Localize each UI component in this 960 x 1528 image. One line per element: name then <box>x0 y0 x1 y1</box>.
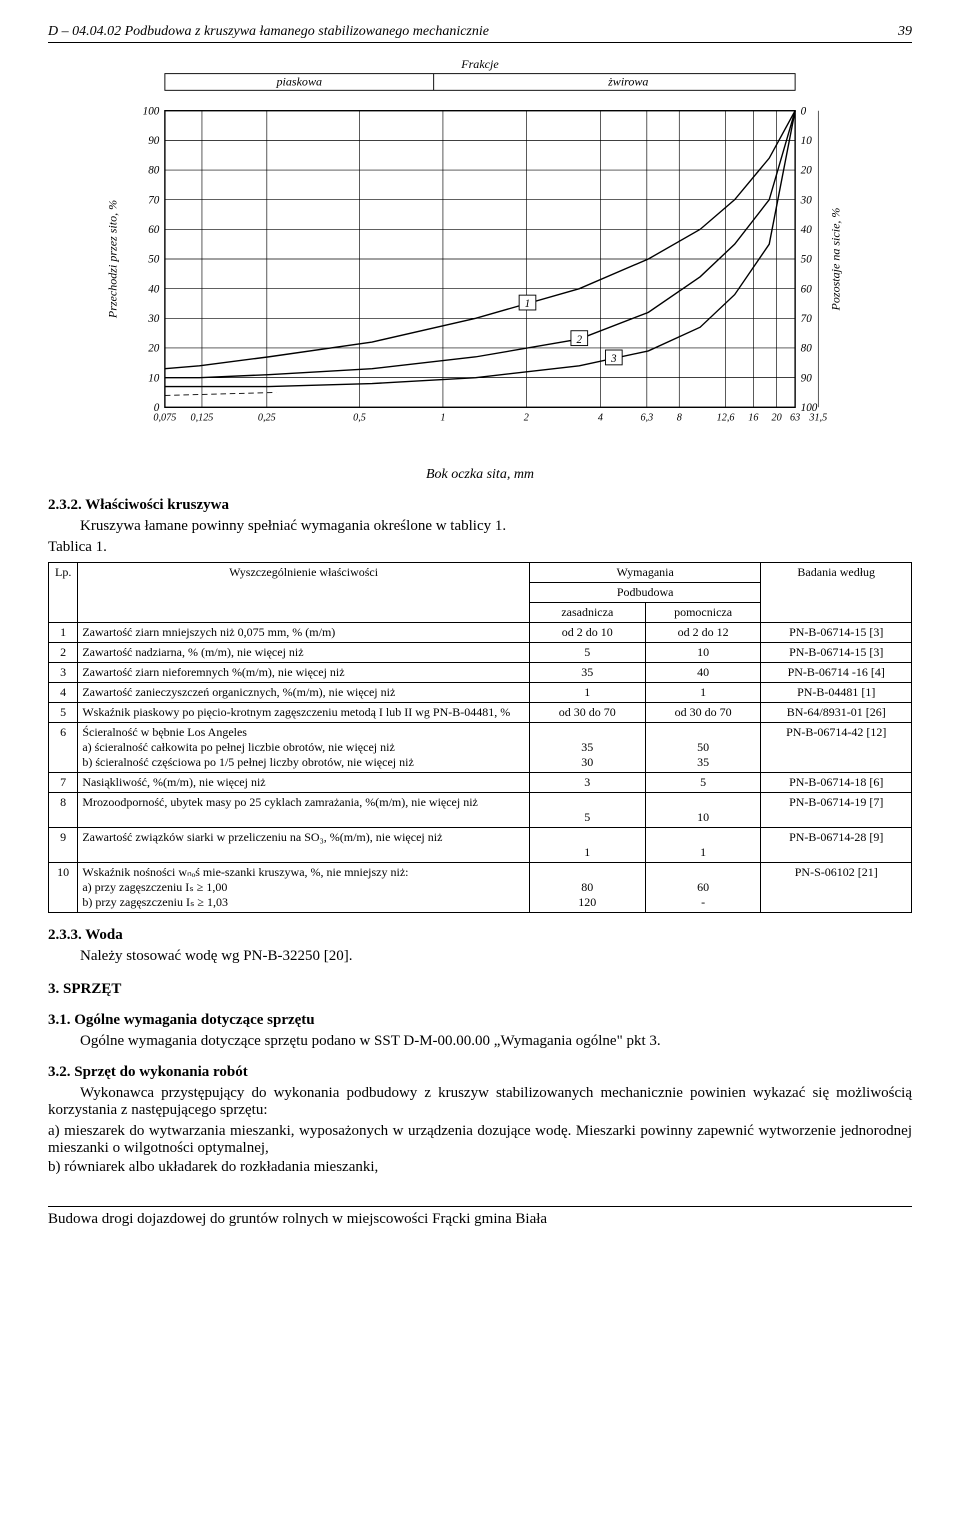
svg-text:4: 4 <box>598 412 603 423</box>
svg-text:0,075: 0,075 <box>153 412 176 423</box>
th-pom: pomocnicza <box>645 603 761 623</box>
table-label: Tablica 1. <box>48 539 912 556</box>
svg-text:70: 70 <box>801 313 813 325</box>
svg-text:6,3: 6,3 <box>640 412 653 423</box>
sec-32-text: Wykonawca przystępujący do wykonania pod… <box>48 1085 912 1119</box>
th-lp: Lp. <box>49 563 78 623</box>
header-left: D – 04.04.02 Podbudowa z kruszywa łamane… <box>48 24 489 40</box>
table-row: 9Zawartość związków siarki w przeliczeni… <box>49 828 912 863</box>
svg-text:żwirowa: żwirowa <box>607 75 648 89</box>
svg-text:0,125: 0,125 <box>190 412 213 423</box>
svg-text:piaskowa: piaskowa <box>276 75 322 89</box>
svg-text:100: 100 <box>143 105 160 117</box>
svg-text:70: 70 <box>148 194 160 206</box>
svg-text:90: 90 <box>801 372 813 384</box>
sieve-chart: piaskoważwirowaFrakcje010010902080307040… <box>100 55 860 483</box>
svg-text:20: 20 <box>771 412 781 423</box>
th-wysz: Wyszczególnienie właściwości <box>78 563 530 623</box>
svg-text:8: 8 <box>677 412 682 423</box>
chart-x-label: Bok oczka sita, mm <box>100 467 860 483</box>
sec-232-title: 2.3.2. Właściwości kruszywa <box>48 497 912 514</box>
table-row: 4Zawartość zanieczyszczeń organicznych, … <box>49 683 912 703</box>
svg-text:20: 20 <box>148 343 160 355</box>
svg-text:90: 90 <box>148 135 160 147</box>
sec-3-title: 3. SPRZĘT <box>48 981 912 998</box>
svg-text:30: 30 <box>147 313 160 325</box>
svg-text:80: 80 <box>801 343 813 355</box>
svg-text:0,25: 0,25 <box>258 412 276 423</box>
sec-32-title: 3.2. Sprzęt do wykonania robót <box>48 1064 912 1081</box>
svg-text:20: 20 <box>801 165 813 177</box>
th-bad: Badania według <box>761 563 912 623</box>
svg-text:40: 40 <box>801 224 813 236</box>
sec-32-item-a: a) mieszarek do wytwarzania mieszanki, w… <box>48 1123 912 1157</box>
svg-text:2: 2 <box>577 334 583 346</box>
sec-232-text: Kruszywa łamane powinny spełniać wymagan… <box>48 518 912 535</box>
svg-text:10: 10 <box>801 135 813 147</box>
svg-text:60: 60 <box>801 283 813 295</box>
svg-text:Przechodzi przez sito, %: Przechodzi przez sito, % <box>106 200 120 319</box>
sec-233-title: 2.3.3. Woda <box>48 927 912 944</box>
table-row: 1Zawartość ziarn mniejszych niż 0,075 mm… <box>49 623 912 643</box>
svg-text:2: 2 <box>524 412 529 423</box>
svg-text:63: 63 <box>790 412 800 423</box>
svg-text:Frakcje: Frakcje <box>460 57 499 71</box>
svg-text:1: 1 <box>440 412 445 423</box>
svg-text:30: 30 <box>800 194 813 206</box>
header-page-num: 39 <box>898 24 912 40</box>
sec-31-text: Ogólne wymagania dotyczące sprzętu podan… <box>48 1033 912 1050</box>
svg-text:1: 1 <box>525 298 531 310</box>
th-zas: zasadnicza <box>529 603 645 623</box>
page-header: D – 04.04.02 Podbudowa z kruszywa łamane… <box>48 24 912 43</box>
svg-text:0,5: 0,5 <box>353 412 366 423</box>
svg-text:12,6: 12,6 <box>717 412 736 423</box>
properties-table: Lp. Wyszczególnienie właściwości Wymagan… <box>48 562 912 913</box>
sec-233-text: Należy stosować wodę wg PN-B-32250 [20]. <box>48 948 912 965</box>
svg-text:3: 3 <box>610 353 617 365</box>
svg-text:16: 16 <box>748 412 759 423</box>
svg-text:80: 80 <box>148 165 160 177</box>
page-footer: Budowa drogi dojazdowej do gruntów rolny… <box>48 1206 912 1228</box>
table-row: 2Zawartość nadziarna, % (m/m), nie więce… <box>49 643 912 663</box>
table-row: 8Mrozoodporność, ubytek masy po 25 cykla… <box>49 793 912 828</box>
th-pod: Podbudowa <box>529 583 761 603</box>
svg-text:Pozostaje na sicie, %: Pozostaje na sicie, % <box>829 208 843 312</box>
sec-31-title: 3.1. Ogólne wymagania dotyczące sprzętu <box>48 1012 912 1029</box>
svg-text:10: 10 <box>148 372 160 384</box>
table-row: 5Wskaźnik piaskowy po pięcio-krotnym zag… <box>49 703 912 723</box>
svg-text:40: 40 <box>148 283 160 295</box>
th-wym: Wymagania <box>529 563 761 583</box>
svg-text:50: 50 <box>148 254 160 266</box>
sec-32-item-b: b) równiarek albo układarek do rozkładan… <box>48 1159 912 1176</box>
table-row: 6Ścieralność w bębnie Los Angeles a) ści… <box>49 723 912 773</box>
table-row: 10Wskaźnik nośności wₙₒś mie-szanki krus… <box>49 863 912 913</box>
svg-text:31,5: 31,5 <box>808 412 827 423</box>
table-row: 3Zawartość ziarn nieforemnych %(m/m), ni… <box>49 663 912 683</box>
svg-text:50: 50 <box>801 254 813 266</box>
svg-text:0: 0 <box>801 105 807 117</box>
table-row: 7Nasiąkliwość, %(m/m), nie więcej niż35P… <box>49 773 912 793</box>
svg-text:60: 60 <box>148 224 160 236</box>
